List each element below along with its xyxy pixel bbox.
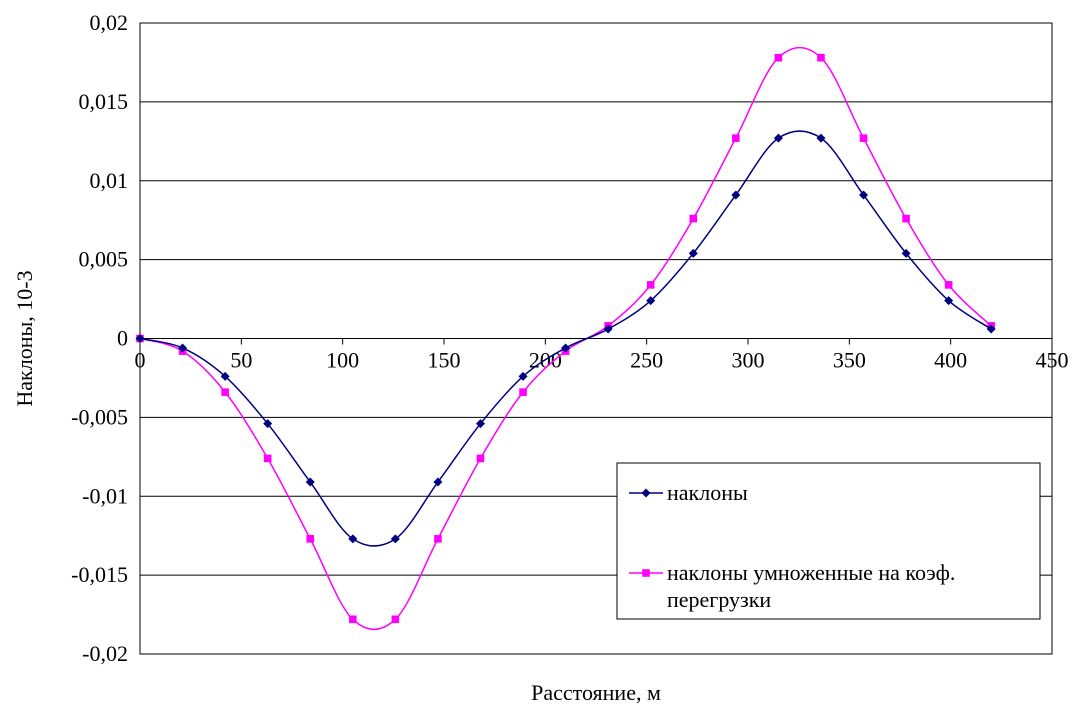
y-tick-label: 0,02 [90,10,129,35]
y-tick-label: 0 [117,326,128,351]
legend-label: наклоны [667,480,748,505]
data-point [986,324,996,334]
y-tick-label: -0,01 [82,483,128,508]
legend-swatch-marker [641,488,651,498]
data-point [731,190,741,200]
data-point [519,388,527,396]
data-point [816,133,826,143]
y-tick-label: 0,015 [79,89,129,114]
data-point [476,454,485,463]
data-point [859,134,868,142]
legend-item: наклоны [629,480,748,505]
y-tick-label: 0,005 [79,247,129,272]
data-point [263,419,273,429]
x-tick-label: 350 [833,348,866,373]
data-point [475,419,485,429]
series-layer [135,46,996,631]
legend-label: перегрузки [667,587,771,612]
y-tick-label: -0,015 [71,562,128,587]
legend-label: наклоны умноженные на коэф. [667,560,955,585]
x-tick-label: 150 [428,348,461,373]
data-point [646,281,655,289]
data-point [561,343,571,353]
legend-box [616,462,1041,620]
data-point [220,371,230,381]
x-axis [139,338,1053,345]
data-point [391,615,400,624]
x-tick-label: 50 [230,348,252,373]
data-point [689,214,698,223]
x-tick-label: 300 [732,348,765,373]
legend: наклоны наклоны умноженные на коэф.перегр… [616,462,1041,620]
data-point [688,248,698,258]
data-point [944,296,954,306]
legend-swatch-marker [642,569,650,577]
data-point [646,296,656,306]
y-tick-labels: 0,02 0,015 0,01 0,005 0 -0,005 -0,01 -0,015 -0,0… [71,10,128,666]
data-point [732,134,740,142]
data-point [773,133,783,143]
data-point [901,248,911,258]
y-tick-label: -0,02 [82,641,128,666]
y-tick-label: -0,005 [71,404,128,429]
data-point [305,477,315,487]
x-tick-label: 400 [934,348,967,373]
x-tick-label: 0 [135,348,146,373]
data-point [263,454,272,463]
data-point [518,371,528,381]
data-point [221,388,229,396]
data-point [817,53,825,62]
data-point [178,343,188,353]
data-point [348,534,358,544]
x-tick-label: 450 [1036,348,1069,373]
data-point [603,324,613,334]
x-tick-label: 250 [630,348,663,373]
series-1 [135,130,996,547]
data-point [135,334,145,343]
y-tick-label: 0,01 [90,168,129,193]
x-tick-labels: 0 50 100 150 200 250 300 350 400 450 [135,348,1069,373]
data-point [902,214,910,223]
x-tick-label: 100 [326,348,359,373]
data-point [859,190,869,200]
legend-item: наклоны умноженные на коэф.перегрузки [629,560,955,612]
data-point [944,281,953,289]
data-point [349,615,357,624]
y-axis-title: Наклоны, 10-3 [12,270,37,406]
data-point [433,477,443,487]
data-point [774,53,783,62]
data-point [306,535,315,543]
data-point [434,535,442,543]
x-axis-title: Расстояние, м [531,680,661,705]
data-point [390,534,400,544]
